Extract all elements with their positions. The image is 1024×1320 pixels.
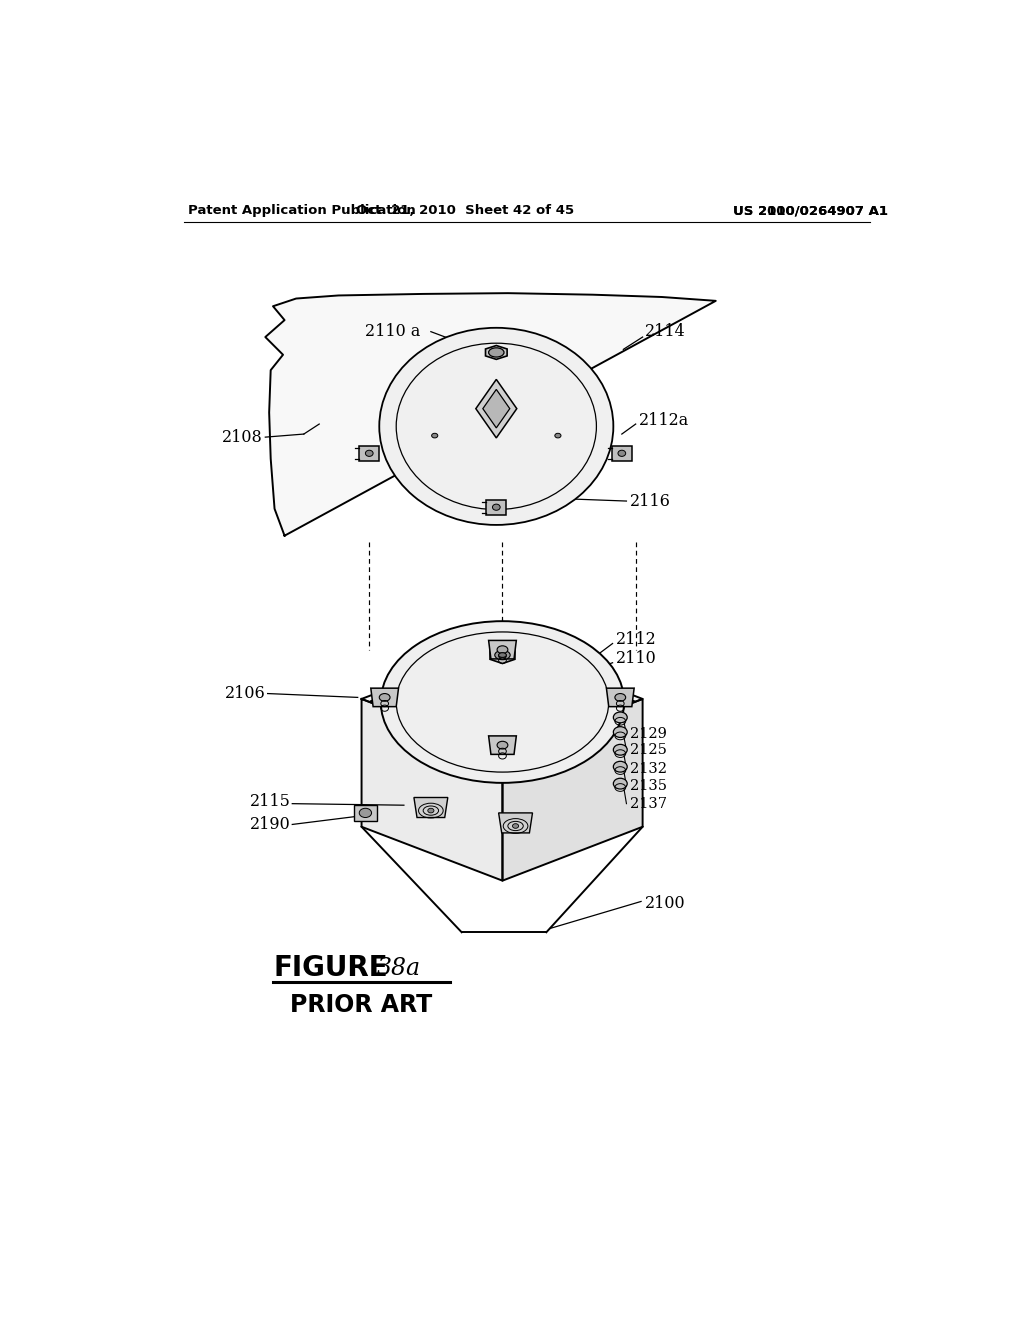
Text: FIGURE: FIGURE	[273, 954, 388, 982]
Text: 2110: 2110	[615, 651, 656, 668]
Ellipse shape	[613, 744, 628, 755]
Ellipse shape	[379, 693, 390, 701]
Ellipse shape	[555, 433, 561, 438]
Ellipse shape	[366, 450, 373, 457]
Text: 2137: 2137	[630, 797, 667, 810]
Ellipse shape	[512, 824, 518, 829]
Ellipse shape	[497, 742, 508, 748]
Text: 2112: 2112	[615, 631, 656, 648]
Ellipse shape	[359, 808, 372, 817]
Text: 2129: 2129	[630, 727, 667, 742]
Polygon shape	[476, 379, 517, 438]
Polygon shape	[414, 797, 447, 817]
Polygon shape	[611, 446, 632, 461]
Text: 2135: 2135	[630, 779, 667, 793]
Ellipse shape	[617, 450, 626, 457]
Polygon shape	[371, 688, 398, 706]
Text: 2100: 2100	[645, 895, 685, 912]
Ellipse shape	[614, 693, 626, 701]
Ellipse shape	[499, 653, 506, 657]
Ellipse shape	[613, 711, 628, 723]
Polygon shape	[354, 805, 377, 821]
Polygon shape	[361, 645, 643, 752]
Ellipse shape	[613, 726, 628, 738]
Ellipse shape	[495, 651, 510, 660]
Polygon shape	[606, 688, 634, 706]
Ellipse shape	[613, 762, 628, 772]
Text: 2125: 2125	[630, 743, 667, 756]
Text: US 2100/0264907 A1: US 2100/0264907 A1	[733, 205, 888, 218]
Polygon shape	[486, 499, 506, 515]
Text: US 2010/0264907 A1: US 2010/0264907 A1	[733, 205, 888, 218]
Text: 2106: 2106	[224, 685, 265, 702]
Text: 2116: 2116	[630, 492, 671, 510]
Polygon shape	[488, 640, 516, 659]
Polygon shape	[485, 346, 507, 359]
Polygon shape	[490, 647, 515, 664]
Ellipse shape	[497, 645, 508, 653]
Ellipse shape	[428, 808, 434, 813]
Ellipse shape	[432, 433, 438, 438]
Polygon shape	[488, 737, 516, 755]
Ellipse shape	[613, 779, 628, 789]
Text: 2108: 2108	[222, 429, 263, 446]
Ellipse shape	[493, 504, 500, 511]
Polygon shape	[483, 389, 510, 428]
Ellipse shape	[488, 348, 504, 358]
Polygon shape	[503, 700, 643, 880]
Text: 38a: 38a	[377, 957, 421, 979]
Text: Oct. 21, 2010  Sheet 42 of 45: Oct. 21, 2010 Sheet 42 of 45	[356, 205, 574, 218]
Ellipse shape	[379, 327, 613, 525]
Polygon shape	[499, 813, 532, 833]
Polygon shape	[370, 651, 635, 744]
Polygon shape	[359, 446, 379, 461]
Ellipse shape	[381, 622, 625, 783]
Text: 2132: 2132	[630, 762, 667, 776]
Text: 2115: 2115	[250, 793, 291, 810]
Text: 2190: 2190	[250, 816, 291, 833]
Text: PRIOR ART: PRIOR ART	[290, 994, 432, 1018]
Polygon shape	[361, 700, 503, 880]
Polygon shape	[265, 293, 716, 536]
Text: 2110 a: 2110 a	[366, 323, 421, 341]
Text: 2114: 2114	[645, 323, 686, 341]
Text: 2112a: 2112a	[639, 412, 689, 429]
Polygon shape	[382, 663, 624, 738]
Text: Patent Application Publication: Patent Application Publication	[188, 205, 416, 218]
